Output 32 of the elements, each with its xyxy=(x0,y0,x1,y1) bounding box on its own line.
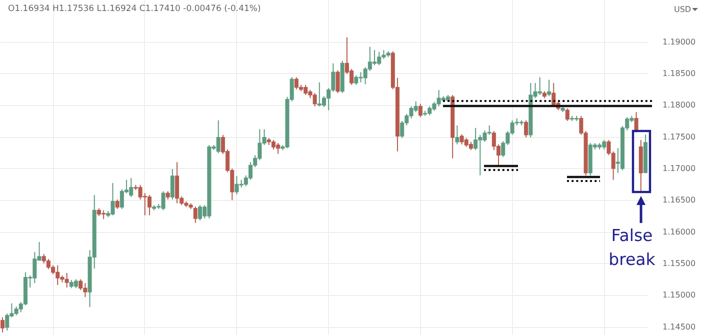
candlestick xyxy=(455,124,460,145)
annotation: O1.16934 H1.17536 L1.16924 C1.17410 -0.00476 (-0.41%) xyxy=(8,4,261,14)
y-tick-label: 1.17000 xyxy=(662,164,696,173)
candlestick xyxy=(175,162,180,204)
candlestick xyxy=(354,74,358,86)
y-tick-label: 1.18000 xyxy=(662,100,696,110)
candlestick xyxy=(193,206,198,224)
candlestick xyxy=(78,278,83,291)
y-tick-label: 1.16000 xyxy=(662,227,696,236)
candlestick xyxy=(147,194,152,216)
y-tick-label: 1.19000 xyxy=(662,37,696,46)
candlestick xyxy=(418,103,422,118)
annotation: False break xyxy=(608,225,656,271)
y-tick-label: 1.14500 xyxy=(662,322,696,332)
y-tick-label: 1.16500 xyxy=(662,196,696,205)
candlestick xyxy=(336,70,340,94)
y-tick-label: 1.18500 xyxy=(662,68,696,78)
y-tick-label: 1.15000 xyxy=(662,290,696,300)
candlestick xyxy=(216,120,220,154)
text: USD xyxy=(674,5,692,14)
candlestick xyxy=(634,112,638,133)
candlestick xyxy=(565,108,570,122)
candlestick xyxy=(115,198,120,210)
candlestick xyxy=(170,168,174,200)
candlestick xyxy=(5,312,10,332)
y-tick-label: 1.17500 xyxy=(662,132,696,142)
candlestick xyxy=(0,316,5,333)
y-tick-label: 1.15500 xyxy=(662,258,696,268)
candlestick xyxy=(547,79,552,97)
candlestick xyxy=(524,120,528,138)
candlestick xyxy=(198,204,202,221)
candlestick xyxy=(474,127,478,151)
